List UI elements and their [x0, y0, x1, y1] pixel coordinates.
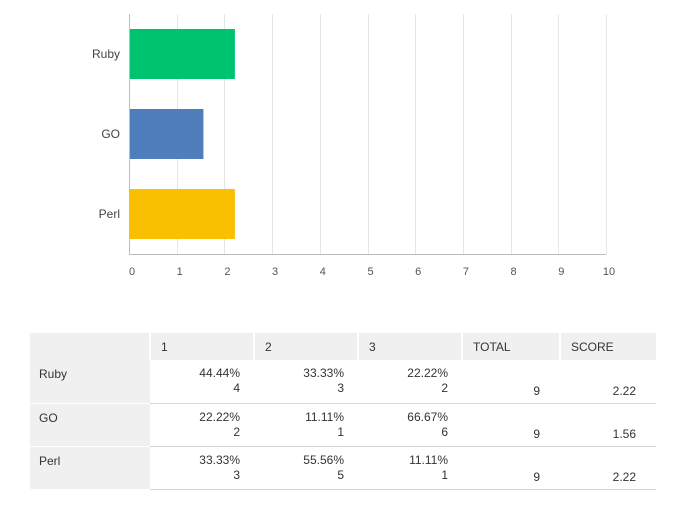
cell-count: 4 [233, 381, 240, 395]
total-cell: 9 [462, 446, 560, 490]
cell-percent: 33.33% [199, 452, 240, 467]
header-cell-1: 1 [150, 333, 255, 360]
cell-percent: 66.67% [407, 409, 448, 424]
header-cell-2: 2 [254, 333, 359, 360]
x-tick-labels: 0 1 2 3 4 5 6 7 8 9 10 [129, 266, 615, 278]
category-labels: Ruby GO Perl [92, 47, 120, 221]
x-tick-label: 4 [320, 266, 326, 278]
bar-perl [130, 189, 235, 239]
table-cell: 11.11% 1 [358, 446, 462, 490]
x-tick-label: 5 [367, 266, 373, 278]
table-cell: 11.11% 1 [254, 403, 358, 447]
chart-gridlines [177, 14, 607, 254]
chart-bars [130, 29, 235, 239]
cell-percent: 11.11% [305, 409, 344, 424]
x-tick-label: 9 [558, 266, 564, 278]
table-row: Ruby 44.44% 4 33.33% 3 22.22% 2 9 2.22 [30, 360, 656, 404]
cell-count: 2 [441, 381, 448, 395]
chart-axes [129, 14, 606, 255]
cell-count: 2 [233, 424, 240, 439]
x-tick-label: 6 [415, 266, 421, 278]
cell-count: 6 [441, 424, 448, 439]
cell-percent: 44.44% [199, 366, 240, 380]
cell-count: 5 [337, 467, 344, 482]
table-header-row: 1 2 3 TOTAL SCORE [30, 333, 656, 360]
bar-chart: Ruby GO Perl 0 1 2 3 4 5 6 7 8 9 10 [92, 14, 615, 278]
cell-count: 1 [337, 424, 344, 439]
row-label: GO [30, 403, 150, 447]
score-cell: 1.56 [560, 403, 656, 447]
category-label: Perl [99, 207, 120, 221]
table-cell: 55.56% 5 [254, 446, 358, 490]
cell-percent: 22.22% [407, 366, 448, 380]
header-cell-total: TOTAL [462, 333, 561, 360]
x-tick-label: 0 [129, 266, 135, 278]
table-cell: 22.22% 2 [358, 360, 462, 404]
table-row: Perl 33.33% 3 55.56% 5 11.11% 1 9 2.22 [30, 446, 656, 490]
table-row: GO 22.22% 2 11.11% 1 66.67% 6 9 1.56 [30, 403, 656, 447]
score-cell: 2.22 [560, 446, 656, 490]
table-cell: 44.44% 4 [150, 360, 254, 404]
x-tick-label: 2 [224, 266, 230, 278]
table-cell: 66.67% 6 [358, 403, 462, 447]
cell-percent: 55.56% [303, 452, 344, 467]
x-tick-label: 10 [603, 266, 615, 278]
cell-count: 3 [233, 467, 240, 482]
row-label: Ruby [30, 360, 150, 404]
bar-ruby [130, 29, 235, 79]
x-tick-label: 7 [463, 266, 469, 278]
category-label: GO [101, 127, 120, 141]
cell-percent: 22.22% [199, 409, 240, 424]
cell-percent: 11.11% [409, 452, 448, 467]
cell-count: 1 [441, 467, 448, 482]
results-table: 1 2 3 TOTAL SCORE Ruby 44.44% 4 33.33% 3 2… [30, 333, 656, 490]
total-cell: 9 [462, 403, 560, 447]
table-cell: 33.33% 3 [254, 360, 358, 404]
table-cell: 22.22% 2 [150, 403, 254, 447]
x-tick-label: 3 [272, 266, 278, 278]
category-label: Ruby [92, 47, 120, 61]
bar-go [130, 109, 204, 159]
x-tick-label: 1 [177, 266, 183, 278]
header-cell-3: 3 [358, 333, 463, 360]
cell-count: 3 [337, 381, 344, 395]
row-label: Perl [30, 446, 150, 490]
table-cell: 33.33% 3 [150, 446, 254, 490]
header-cell-corner [30, 333, 151, 360]
score-cell: 2.22 [560, 360, 656, 404]
total-cell: 9 [462, 360, 560, 404]
header-cell-score: SCORE [560, 333, 656, 360]
x-tick-label: 8 [511, 266, 517, 278]
cell-percent: 33.33% [303, 366, 344, 380]
